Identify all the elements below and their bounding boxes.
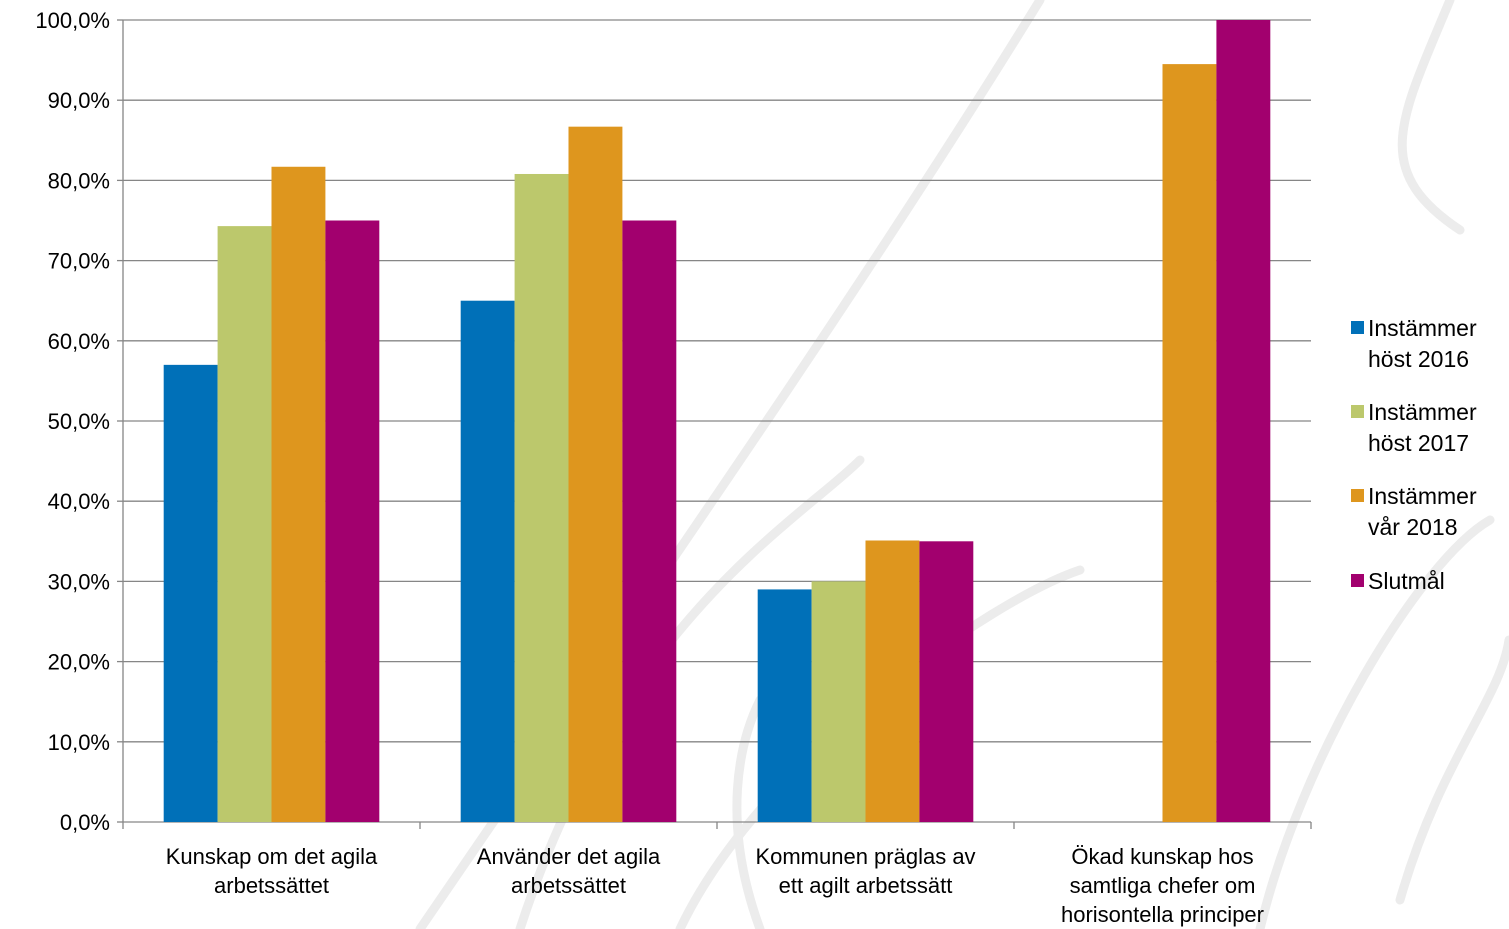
bar (1162, 64, 1217, 823)
bar (217, 226, 272, 822)
y-tick-label: 90,0% (48, 88, 110, 113)
legend-swatch (1351, 574, 1364, 587)
legend-label: Instämmer (1368, 315, 1477, 341)
bar (1216, 20, 1271, 822)
y-tick-label: 30,0% (48, 569, 110, 594)
y-tick-label: 100,0% (35, 8, 110, 33)
bar (568, 126, 623, 822)
y-tick-label: 0,0% (60, 810, 110, 835)
bar (460, 300, 515, 822)
y-tick-label: 60,0% (48, 329, 110, 354)
legend: Instämmer höst 2016 Instämmer höst 2017 Inst… (1351, 315, 1477, 594)
bar (271, 166, 326, 823)
bars (163, 20, 1271, 823)
category-label: arbetssättet (511, 873, 626, 898)
y-tick-label: 50,0% (48, 409, 110, 434)
category-label: Ökad kunskap hos (1071, 844, 1253, 869)
y-tick-label: 40,0% (48, 489, 110, 514)
category-label: Använder det agila (477, 844, 661, 869)
category-label: arbetssättet (214, 873, 329, 898)
y-tick-label: 70,0% (48, 249, 110, 274)
bar (622, 220, 677, 822)
legend-label: höst 2017 (1368, 430, 1469, 456)
category-label: ett agilt arbetssätt (779, 873, 953, 898)
y-tick-label: 80,0% (48, 168, 110, 193)
y-axis-tick-labels: 0,0% 10,0% 20,0% 30,0% 40,0% 50,0% 60,0% 70,0% 8… (35, 8, 110, 835)
legend-label: vår 2018 (1368, 514, 1458, 540)
bar (811, 581, 866, 822)
legend-label: höst 2016 (1368, 346, 1469, 372)
x-axis-category-labels: Kunskap om det agila arbetssättet Använder… (166, 844, 1264, 927)
legend-swatch (1351, 405, 1364, 418)
bar (919, 541, 974, 822)
legend-label: Instämmer (1368, 399, 1477, 425)
legend-label: Instämmer (1368, 483, 1477, 509)
bar (325, 220, 380, 822)
bar (163, 364, 218, 822)
legend-label: Slutmål (1368, 568, 1445, 594)
bar (865, 540, 920, 822)
y-tick-label: 20,0% (48, 650, 110, 675)
category-label: samtliga chefer om (1070, 873, 1256, 898)
legend-swatch (1351, 321, 1364, 334)
bar (514, 173, 569, 822)
legend-swatch (1351, 489, 1364, 502)
y-tick-label: 10,0% (48, 730, 110, 755)
category-label: horisontella principer (1061, 902, 1264, 927)
category-label: Kommunen präglas av (755, 844, 975, 869)
bar (757, 589, 812, 822)
category-label: Kunskap om det agila (166, 844, 378, 869)
